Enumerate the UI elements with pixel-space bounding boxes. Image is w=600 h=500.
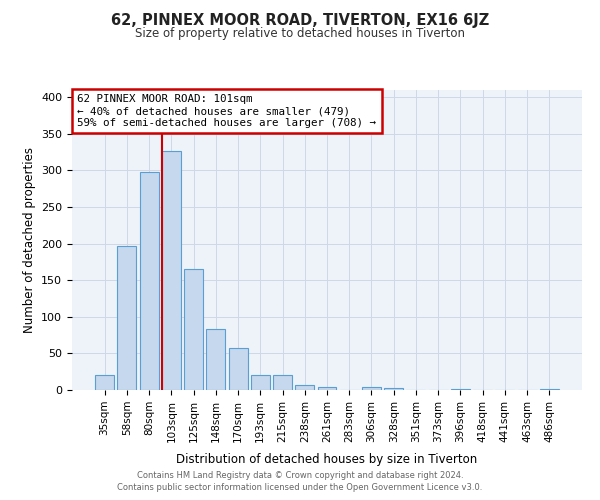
Text: Size of property relative to detached houses in Tiverton: Size of property relative to detached ho… [135,28,465,40]
X-axis label: Distribution of detached houses by size in Tiverton: Distribution of detached houses by size … [176,453,478,466]
Bar [317,387,337,390]
Bar [362,387,381,390]
Bar [384,388,403,390]
Text: Contains HM Land Registry data © Crown copyright and database right 2024.
Contai: Contains HM Land Registry data © Crown c… [118,471,482,492]
Bar [140,172,158,390]
Bar [118,246,136,390]
Bar [162,150,181,390]
Bar [273,374,292,390]
Y-axis label: Number of detached properties: Number of detached properties [23,147,35,333]
Bar [184,270,203,390]
Text: 62 PINNEX MOOR ROAD: 101sqm
← 40% of detached houses are smaller (479)
59% of se: 62 PINNEX MOOR ROAD: 101sqm ← 40% of det… [77,94,376,128]
Bar [95,376,114,390]
Bar [295,385,314,390]
Bar [206,330,225,390]
Bar [229,348,248,390]
Text: 62, PINNEX MOOR ROAD, TIVERTON, EX16 6JZ: 62, PINNEX MOOR ROAD, TIVERTON, EX16 6JZ [111,12,489,28]
Bar [251,376,270,390]
Bar [451,388,470,390]
